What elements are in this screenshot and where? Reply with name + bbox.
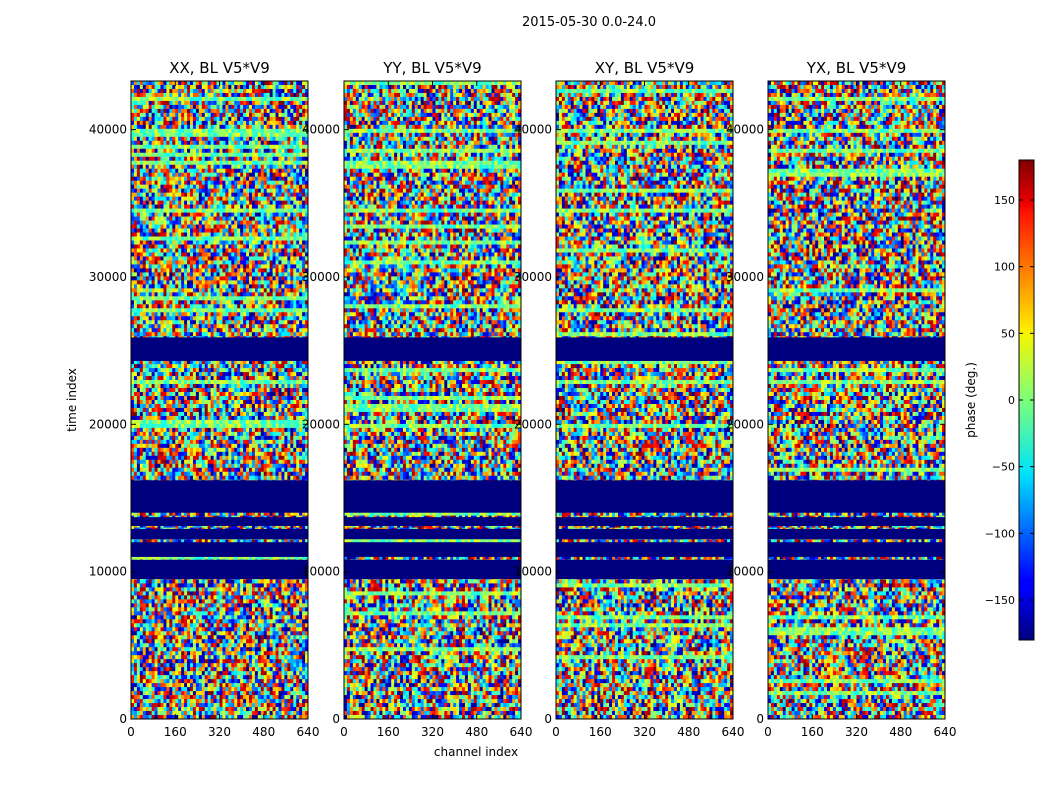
x-tick-label: 320	[845, 725, 868, 739]
panel-title: YY, BL V5*V9	[382, 59, 481, 77]
panel-yy: YY, BL V5*V9 0 160 320 480 640 0 10000 20000 3000…	[302, 59, 533, 739]
flagged-band	[344, 528, 521, 540]
panels-group: XX, BL V5*V9 0 160 320 480 640 0 10000 20000 3000…	[89, 59, 957, 739]
flagged-band	[344, 337, 521, 361]
heatmap-image	[131, 81, 309, 720]
flagged-band	[131, 517, 308, 526]
y-tick-label: 0	[119, 712, 127, 726]
x-tick-label: 480	[252, 725, 275, 739]
y-tick-label: 30000	[726, 270, 764, 284]
y-tick-label: 40000	[726, 123, 764, 137]
y-tick-label: 20000	[302, 417, 340, 431]
colorbar-tick-label: 100	[994, 261, 1015, 274]
y-tick-label: 10000	[726, 565, 764, 579]
y-tick-label: 40000	[514, 123, 552, 137]
y-axis-label: time index	[65, 368, 79, 432]
flagged-band	[131, 480, 308, 513]
y-tick-label: 40000	[302, 123, 340, 137]
flagged-band	[556, 542, 733, 557]
panel-title: YX, BL V5*V9	[806, 59, 907, 77]
heatmap-image	[768, 81, 946, 720]
flagged-band	[131, 337, 308, 361]
x-axis-label: channel index	[434, 745, 518, 759]
y-tick-label: 10000	[302, 565, 340, 579]
y-tick-label: 40000	[89, 123, 127, 137]
x-tick-label: 480	[889, 725, 912, 739]
colorbar-tick-label: −150	[985, 594, 1015, 607]
x-tick-label: 320	[208, 725, 231, 739]
flagged-band	[768, 517, 945, 526]
flagged-band	[344, 480, 521, 513]
colorbar-tick-label: 50	[1001, 327, 1015, 340]
flagged-band	[556, 337, 733, 361]
flagged-band	[768, 528, 945, 540]
flagged-band	[556, 528, 733, 540]
flagged-band	[344, 517, 521, 526]
flagged-band	[131, 542, 308, 557]
panel-title: XX, BL V5*V9	[169, 59, 270, 77]
flagged-band	[556, 517, 733, 526]
figure-suptitle: 2015-05-30 0.0-24.0	[522, 15, 656, 30]
x-tick-label: 480	[465, 725, 488, 739]
y-tick-label: 10000	[89, 565, 127, 579]
colorbar-tick-label: −100	[985, 527, 1015, 540]
y-tick-label: 20000	[514, 417, 552, 431]
colorbar-label: phase (deg.)	[964, 362, 978, 438]
y-tick-label: 30000	[89, 270, 127, 284]
x-tick-label: 160	[377, 725, 400, 739]
panel-xx: XX, BL V5*V9 0 160 320 480 640 0 10000 20000 3000…	[89, 59, 320, 739]
panel-xy: XY, BL V5*V9 0 160 320 480 640 0 10000 20000 3000…	[514, 59, 745, 739]
colorbar-tick-label: 150	[994, 194, 1015, 207]
x-tick-label: 480	[677, 725, 700, 739]
x-tick-label: 320	[421, 725, 444, 739]
y-tick-label: 20000	[89, 417, 127, 431]
flagged-band	[556, 559, 733, 580]
y-tick-label: 30000	[302, 270, 340, 284]
x-tick-label: 640	[934, 725, 957, 739]
colorbar-tick-label: 0	[1008, 394, 1015, 407]
flagged-band	[768, 480, 945, 513]
flagged-band	[131, 559, 308, 580]
x-tick-label: 160	[164, 725, 187, 739]
colorbar-tick-label: −50	[992, 461, 1015, 474]
x-tick-label: 0	[127, 725, 135, 739]
flagged-band	[768, 542, 945, 557]
flagged-band	[344, 542, 521, 557]
x-tick-label: 640	[297, 725, 320, 739]
y-tick-label: 0	[544, 712, 552, 726]
y-tick-label: 20000	[726, 417, 764, 431]
x-tick-label: 0	[340, 725, 348, 739]
colorbar: −150 −100 −50 0 50 100 150	[985, 159, 1035, 641]
y-tick-label: 10000	[514, 565, 552, 579]
y-tick-label: 0	[756, 712, 764, 726]
x-tick-label: 0	[764, 725, 772, 739]
heatmap-image	[344, 81, 522, 720]
x-tick-label: 640	[510, 725, 533, 739]
flagged-band	[556, 480, 733, 513]
y-tick-label: 30000	[514, 270, 552, 284]
heatmap-image	[556, 81, 734, 720]
panel-yx: YX, BL V5*V9 0 160 320 480 640 0 10000 20000 3000…	[726, 59, 957, 739]
x-tick-label: 160	[589, 725, 612, 739]
x-tick-label: 0	[552, 725, 560, 739]
flagged-band	[768, 559, 945, 580]
x-tick-label: 160	[801, 725, 824, 739]
flagged-band	[131, 528, 308, 540]
x-tick-label: 640	[722, 725, 745, 739]
y-tick-label: 0	[332, 712, 340, 726]
flagged-band	[344, 559, 521, 580]
x-tick-label: 320	[633, 725, 656, 739]
flagged-band	[768, 337, 945, 361]
panel-title: XY, BL V5*V9	[595, 59, 695, 77]
